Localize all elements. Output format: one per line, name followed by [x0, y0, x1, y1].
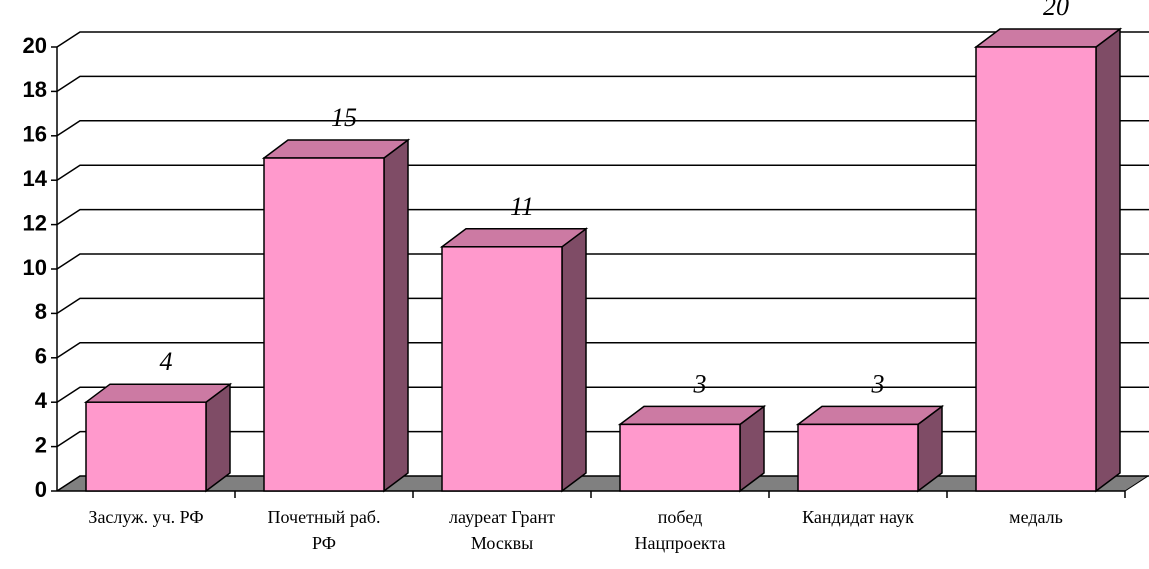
bar	[85, 401, 207, 492]
y-tick-label: 10	[23, 255, 47, 280]
x-tick-label: побед Нацпроекта	[634, 507, 725, 553]
y-tick-label: 18	[23, 77, 47, 102]
x-tick-label: медаль	[1009, 507, 1063, 527]
value-label: 15	[331, 103, 357, 132]
x-tick-label: лауреат Грант Москвы	[449, 507, 555, 553]
grid-line	[56, 253, 1149, 270]
x-tick-label: Почетный раб. РФ	[268, 507, 381, 553]
grid-line	[56, 430, 1149, 448]
bar	[975, 46, 1097, 492]
value-label: 4	[160, 347, 173, 376]
value-label: 20	[1043, 0, 1069, 21]
grid-line	[56, 342, 1149, 359]
bar	[797, 423, 919, 492]
grid-line	[56, 475, 1149, 492]
bar-top	[795, 405, 945, 426]
grid-line	[56, 75, 1149, 93]
bar-top	[617, 405, 767, 426]
grid-line	[56, 120, 1149, 137]
y-tick-label: 16	[23, 122, 47, 147]
bar-top	[439, 228, 589, 248]
bar-side	[383, 138, 409, 493]
bar-top	[261, 139, 411, 159]
y-tick-label: 8	[35, 299, 47, 324]
x-tick-label: Кандидат наук	[802, 507, 914, 527]
value-label: 11	[510, 192, 534, 221]
y-tick-label: 20	[23, 33, 47, 58]
bar-side	[1095, 27, 1121, 493]
bar-top	[973, 28, 1123, 48]
bar-top	[83, 383, 233, 403]
y-tick-label: 0	[35, 477, 47, 502]
value-label: 3	[871, 369, 885, 398]
bar	[263, 157, 385, 492]
y-tick-label: 6	[35, 344, 47, 369]
x-tick-label: Заслуж. уч. РФ	[88, 507, 203, 527]
y-tick-label: 4	[35, 388, 48, 413]
grid-line	[56, 297, 1149, 315]
bar	[441, 246, 563, 492]
y-tick-label: 12	[23, 210, 47, 235]
value-label: 3	[693, 369, 707, 398]
grid-line	[56, 208, 1149, 226]
y-tick-label: 2	[35, 432, 47, 457]
grid-line	[56, 164, 1149, 181]
grid-line	[56, 31, 1149, 48]
y-tick-label: 14	[23, 166, 48, 191]
bar	[619, 423, 741, 492]
grid-line	[56, 386, 1149, 403]
bar-side	[561, 227, 587, 493]
